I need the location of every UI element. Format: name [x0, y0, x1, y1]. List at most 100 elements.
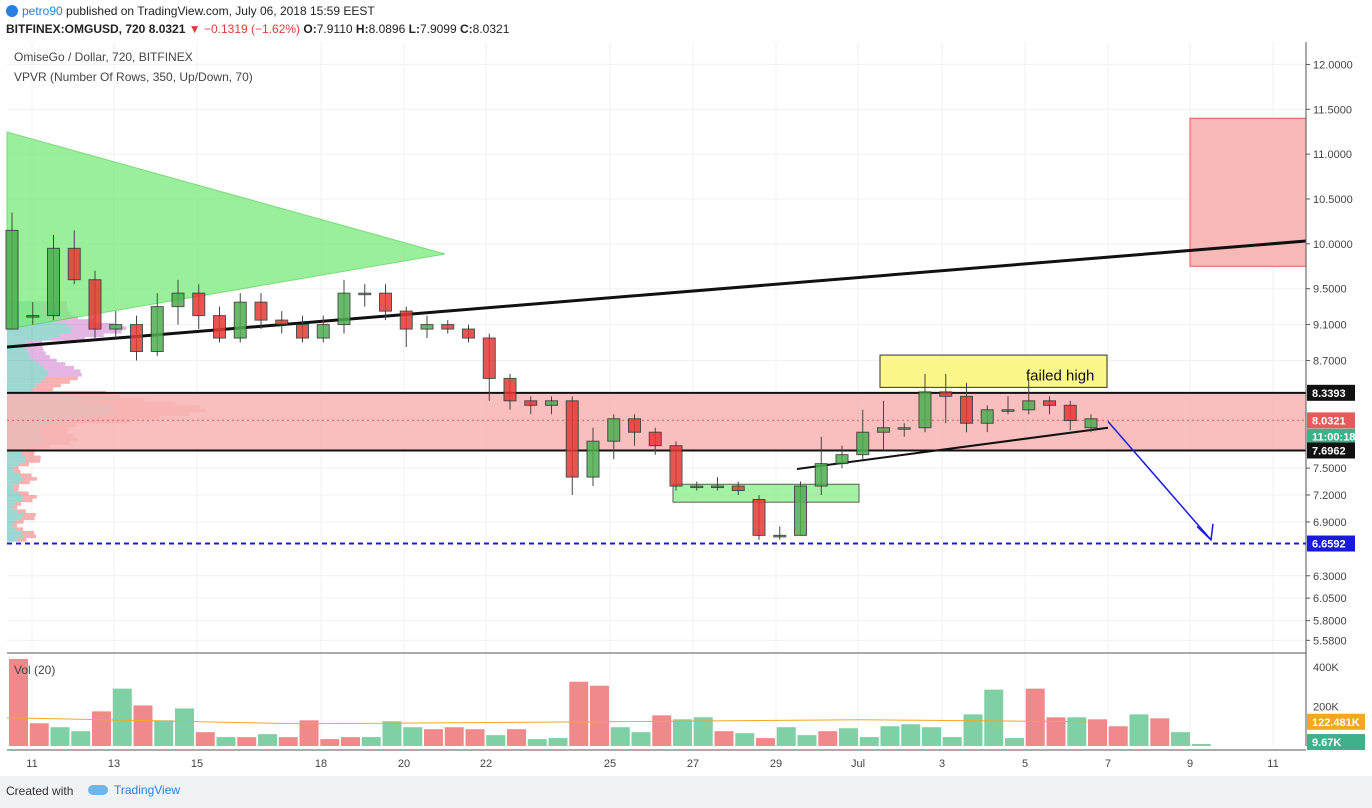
- candle-body[interactable]: [731, 485, 745, 492]
- author-link[interactable]: petro90: [22, 4, 63, 18]
- volume-bar: [527, 739, 547, 746]
- candle-body[interactable]: [856, 431, 870, 456]
- candle-body[interactable]: [482, 337, 496, 379]
- candle-body[interactable]: [254, 301, 268, 321]
- candle-body[interactable]: [5, 229, 19, 330]
- volume-bar: [901, 724, 921, 746]
- candle-body[interactable]: [150, 306, 164, 352]
- publish-line: petro90 published on TradingView.com, Ju…: [6, 4, 375, 18]
- y-tick-label: 10.5000: [1313, 194, 1353, 206]
- candle-body[interactable]: [171, 292, 185, 308]
- candle-body[interactable]: [67, 247, 81, 281]
- down-arrow-icon: ▼: [188, 22, 201, 36]
- candle-body[interactable]: [545, 400, 558, 406]
- tradingview-brand-link[interactable]: TradingView: [88, 783, 180, 797]
- candle-body[interactable]: [379, 292, 392, 312]
- volume-bar: [569, 681, 589, 746]
- y-tick-label: 11.0000: [1313, 149, 1352, 161]
- candle-body[interactable]: [1001, 409, 1015, 412]
- y-tick-label: 9.1000: [1313, 320, 1347, 332]
- price-axis-tag-text: 8.3393: [1312, 388, 1346, 400]
- vpvr-down-bar: [70, 329, 122, 334]
- candle-body[interactable]: [1063, 404, 1077, 422]
- x-tick-label: 11: [1267, 758, 1278, 770]
- projection-arrow: [1107, 420, 1212, 541]
- candle-body[interactable]: [814, 463, 828, 487]
- vpvr-down-bar: [22, 516, 35, 521]
- candle-body[interactable]: [628, 418, 641, 433]
- vpvr-up-bar: [7, 369, 48, 374]
- candle-body[interactable]: [192, 292, 206, 317]
- y-tick-label: 5.5800: [1313, 635, 1347, 647]
- price-axis-tag-text: 8.0321: [1312, 415, 1346, 427]
- volume-bar: [693, 717, 713, 746]
- candle-body[interactable]: [26, 315, 40, 318]
- vpvr-down-bar: [45, 376, 78, 381]
- volume-bar: [133, 705, 153, 746]
- candle-body[interactable]: [711, 485, 724, 489]
- candle-body[interactable]: [648, 431, 662, 447]
- candle-body[interactable]: [275, 319, 289, 326]
- candle-body[interactable]: [607, 418, 621, 442]
- candle-body[interactable]: [586, 440, 600, 478]
- vpvr-up-bar: [7, 451, 23, 456]
- candle-body[interactable]: [420, 324, 434, 330]
- candle-body[interactable]: [47, 247, 60, 317]
- candle-body[interactable]: [213, 315, 226, 339]
- price-chart[interactable]: 11 13 15 18 20 22 25 27 29 Jul 3 5 7 9 11 12.0000 11.500…: [0, 0, 1372, 776]
- candle-body[interactable]: [441, 324, 455, 330]
- vpvr-down-bar: [26, 340, 43, 345]
- volume-bar: [756, 738, 775, 746]
- low-value: 7.9099: [419, 22, 457, 36]
- candle-body[interactable]: [1022, 400, 1036, 411]
- close-value: 8.0321: [472, 22, 510, 36]
- vpvr-up-bar: [7, 373, 49, 377]
- candle-body[interactable]: [524, 400, 538, 406]
- volume-bar: [424, 729, 443, 746]
- candle-body[interactable]: [1043, 400, 1056, 406]
- candle-body[interactable]: [503, 377, 517, 402]
- candle-body[interactable]: [980, 409, 994, 424]
- candle-body[interactable]: [877, 427, 890, 433]
- candle-body[interactable]: [960, 395, 973, 424]
- vpvr-down-bar: [19, 480, 30, 485]
- candle-body[interactable]: [233, 301, 247, 339]
- candle-body[interactable]: [337, 292, 351, 326]
- vpvr-down-bar: [17, 538, 27, 542]
- candle-body[interactable]: [794, 485, 807, 536]
- vpvr-up-bar: [7, 538, 18, 542]
- candle-body[interactable]: [296, 324, 309, 339]
- candle-body[interactable]: [399, 310, 413, 330]
- x-tick-label: 27: [687, 758, 699, 770]
- vpvr-down-bar: [21, 530, 35, 535]
- candle-body[interactable]: [462, 328, 475, 339]
- candle-body[interactable]: [918, 391, 932, 429]
- high-value: 8.0896: [368, 22, 406, 36]
- candle-body[interactable]: [565, 400, 579, 478]
- candle-body[interactable]: [88, 279, 102, 330]
- candle-body[interactable]: [109, 324, 123, 330]
- candle-body[interactable]: [835, 454, 849, 465]
- candle-body[interactable]: [690, 485, 704, 489]
- candle-body[interactable]: [316, 324, 330, 339]
- candle-body[interactable]: [130, 324, 143, 352]
- y-tick-label: 5.8000: [1313, 616, 1347, 628]
- y-tick-label: 7.5000: [1313, 463, 1347, 475]
- candle-body[interactable]: [358, 292, 372, 296]
- candle-body[interactable]: [773, 534, 787, 538]
- candle-body[interactable]: [939, 391, 953, 397]
- vpvr-down-bar: [12, 523, 18, 528]
- candle-body[interactable]: [752, 499, 766, 536]
- candle-body[interactable]: [1084, 418, 1098, 429]
- vpvr-up-bar: [7, 459, 26, 463]
- volume-bar: [175, 708, 194, 746]
- price-axis-tag: [1307, 442, 1355, 459]
- candle-body[interactable]: [897, 427, 911, 430]
- y-tick-label: 9.5000: [1313, 284, 1347, 296]
- vpvr-up-bar: [7, 355, 31, 359]
- vpvr-down-bar: [43, 365, 75, 370]
- vpvr-down-bar: [23, 477, 38, 481]
- volume-axis-tag-text: 9.67K: [1312, 737, 1341, 749]
- candle-body[interactable]: [669, 445, 683, 487]
- vpvr-down-bar: [18, 491, 29, 496]
